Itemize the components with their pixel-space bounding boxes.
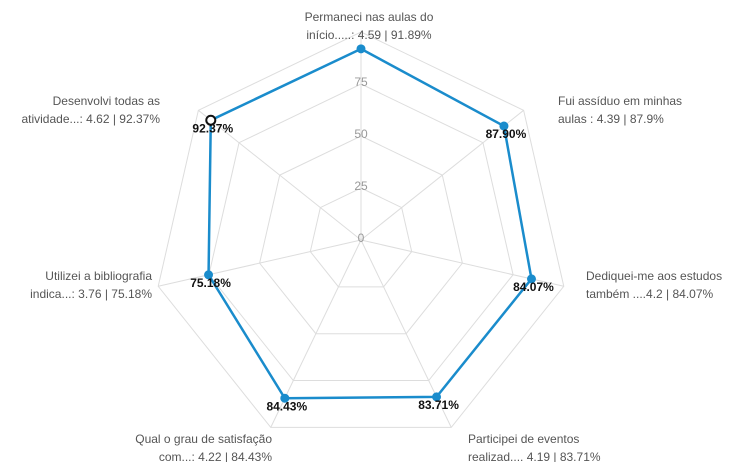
tick-label: 25 <box>354 179 368 193</box>
category-label: Dediquei-me aos estudos <box>586 269 722 283</box>
series-line <box>207 47 533 400</box>
point <box>432 392 442 402</box>
category-label: aulas : 4.39 | 87.9% <box>558 112 664 126</box>
value-label: 83.71% <box>418 398 459 412</box>
point <box>526 274 536 284</box>
category-label: atividade...: 4.62 | 92.37% <box>21 112 160 126</box>
grid-outer <box>157 31 565 428</box>
category-label: Qual o grau de satisfação <box>135 432 272 446</box>
point <box>205 114 217 126</box>
grid-line <box>309 187 413 288</box>
category-label: Desenvolvi todas as <box>53 94 160 108</box>
point <box>499 121 509 131</box>
category-label: também ....4.2 | 84.07% <box>586 287 714 301</box>
category-label: Utilizei a bibliografia <box>45 269 152 283</box>
point <box>280 393 290 403</box>
point <box>204 270 214 280</box>
grid-line <box>259 135 463 335</box>
tick-label: 50 <box>354 127 368 141</box>
tick-label: 0 <box>358 231 365 245</box>
category-label: início.....: 4.59 | 91.89% <box>306 28 432 42</box>
value-label: 87.90% <box>486 127 527 141</box>
category-label: indica...: 3.76 | 75.18% <box>30 287 152 301</box>
category-label: Participei de eventos <box>468 432 579 446</box>
point <box>356 44 366 54</box>
value-label: 75.18% <box>190 276 231 290</box>
grid-line <box>208 83 514 382</box>
value-label: 92.37% <box>192 121 233 135</box>
category-label: Fui assíduo em minhas <box>558 94 682 108</box>
value-label: 84.43% <box>266 399 307 413</box>
category-label: realizad.... 4.19 | 83.71% <box>468 450 601 462</box>
category-label: Permaneci nas aulas do <box>305 10 434 24</box>
tick-label: 75 <box>354 75 368 89</box>
value-label: 84.07% <box>513 280 554 294</box>
category-label: com...: 4.22 | 84.43% <box>159 450 273 462</box>
